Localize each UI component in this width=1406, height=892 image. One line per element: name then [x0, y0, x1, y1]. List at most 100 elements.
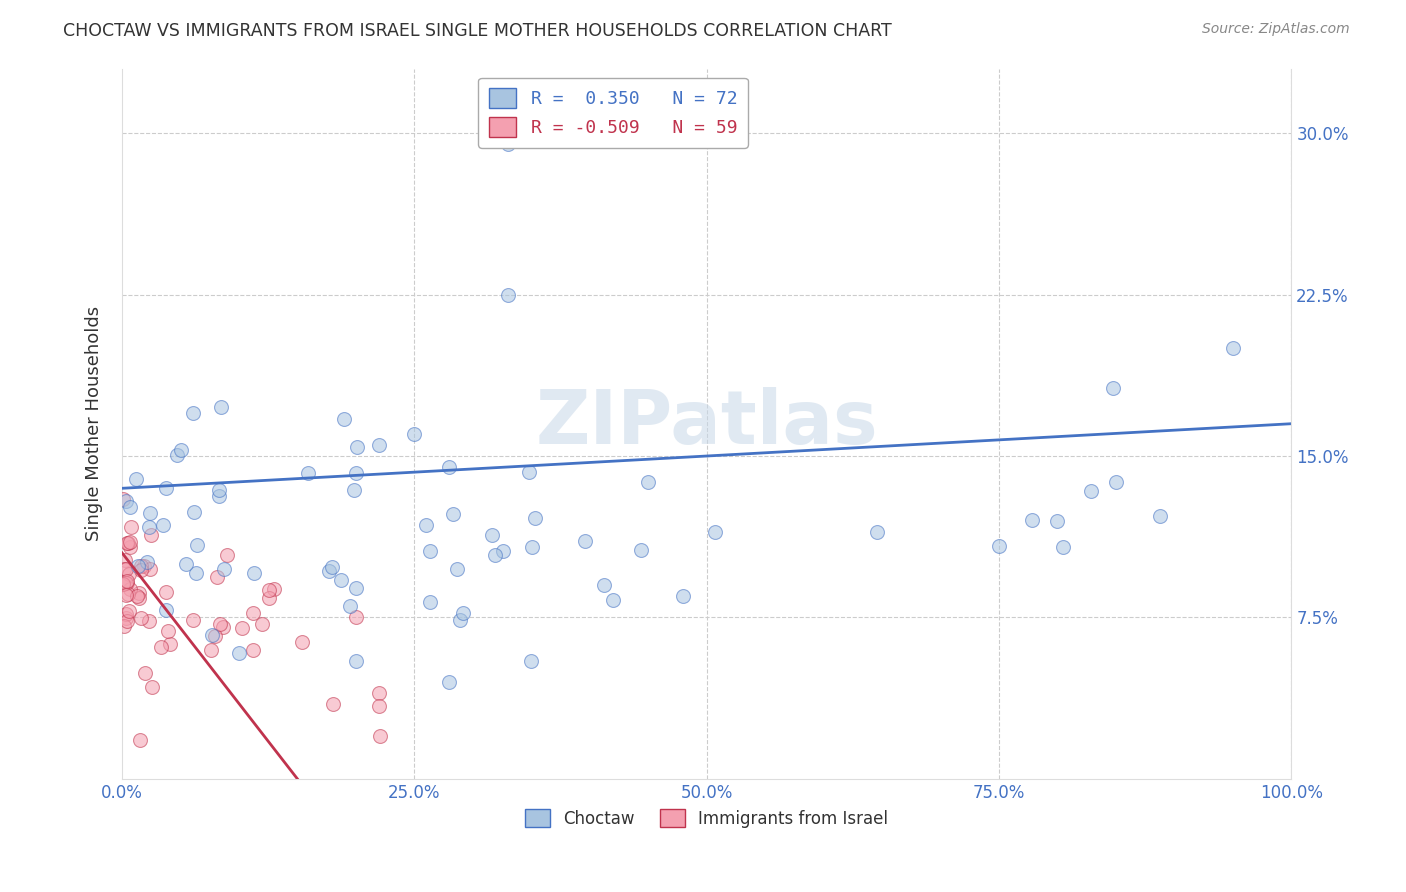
Point	[204, 629, 226, 643]
Point	[115, 576, 138, 591]
Point	[231, 621, 253, 635]
Point	[170, 442, 193, 457]
Point	[1222, 342, 1244, 356]
Point	[419, 595, 441, 609]
Text: Source: ZipAtlas.com: Source: ZipAtlas.com	[1202, 22, 1350, 37]
Point	[118, 535, 141, 549]
Point	[129, 558, 152, 573]
Point	[630, 543, 652, 558]
Point	[415, 517, 437, 532]
Point	[208, 483, 231, 497]
Point	[344, 582, 367, 596]
Point	[118, 582, 141, 597]
Point	[120, 540, 142, 554]
Point	[155, 603, 177, 617]
Point	[155, 481, 177, 495]
Point	[228, 646, 250, 660]
Point	[263, 582, 285, 597]
Point	[439, 675, 461, 690]
Point	[368, 438, 391, 452]
Point	[115, 574, 138, 588]
Point	[181, 406, 204, 420]
Point	[166, 448, 188, 462]
Point	[1021, 513, 1043, 527]
Point	[481, 528, 503, 542]
Point	[344, 467, 367, 481]
Point	[672, 589, 695, 603]
Point	[242, 642, 264, 657]
Point	[321, 560, 343, 574]
Text: ZIPatlas: ZIPatlas	[536, 387, 877, 460]
Point	[115, 588, 138, 602]
Point	[138, 506, 160, 520]
Point	[344, 610, 367, 624]
Point	[115, 562, 138, 576]
Legend: Choctaw, Immigrants from Israel: Choctaw, Immigrants from Israel	[519, 803, 896, 835]
Point	[492, 543, 515, 558]
Point	[127, 559, 149, 574]
Point	[1149, 508, 1171, 523]
Point	[200, 642, 222, 657]
Point	[602, 593, 624, 607]
Point	[343, 483, 366, 497]
Point	[212, 620, 235, 634]
Point	[115, 615, 138, 629]
Point	[201, 628, 224, 642]
Point	[134, 665, 156, 680]
Point	[156, 624, 179, 638]
Point	[150, 640, 173, 654]
Point	[524, 511, 547, 525]
Point	[141, 680, 163, 694]
Point	[333, 412, 356, 426]
Point	[865, 524, 887, 539]
Point	[496, 287, 519, 301]
Point	[181, 614, 204, 628]
Point	[346, 441, 368, 455]
Text: CHOCTAW VS IMMIGRANTS FROM ISRAEL SINGLE MOTHER HOUSEHOLDS CORRELATION CHART: CHOCTAW VS IMMIGRANTS FROM ISRAEL SINGLE…	[63, 22, 891, 40]
Point	[496, 136, 519, 151]
Point	[118, 604, 141, 618]
Point	[183, 505, 205, 519]
Point	[112, 576, 135, 591]
Point	[159, 637, 181, 651]
Point	[1105, 475, 1128, 489]
Point	[1046, 514, 1069, 528]
Point	[1102, 381, 1125, 395]
Point	[205, 570, 228, 584]
Point	[138, 520, 160, 534]
Point	[453, 606, 475, 620]
Point	[517, 465, 540, 479]
Point	[368, 686, 391, 700]
Point	[125, 472, 148, 486]
Point	[139, 528, 162, 542]
Point	[242, 606, 264, 620]
Point	[117, 567, 139, 582]
Point	[257, 582, 280, 597]
Point	[368, 729, 391, 743]
Point	[114, 618, 136, 632]
Point	[132, 559, 155, 574]
Point	[243, 566, 266, 580]
Y-axis label: Single Mother Households: Single Mother Households	[86, 306, 103, 541]
Point	[297, 466, 319, 480]
Point	[139, 562, 162, 576]
Point	[115, 575, 138, 590]
Point	[208, 489, 231, 503]
Point	[114, 494, 136, 508]
Point	[250, 617, 273, 632]
Point	[186, 566, 208, 581]
Point	[484, 548, 506, 562]
Point	[138, 614, 160, 628]
Point	[118, 500, 141, 515]
Point	[339, 599, 361, 613]
Point	[208, 616, 231, 631]
Point	[1080, 483, 1102, 498]
Point	[125, 589, 148, 603]
Point	[115, 536, 138, 550]
Point	[128, 733, 150, 747]
Point	[128, 585, 150, 599]
Point	[593, 578, 616, 592]
Point	[152, 518, 174, 533]
Point	[449, 613, 471, 627]
Point	[212, 562, 235, 576]
